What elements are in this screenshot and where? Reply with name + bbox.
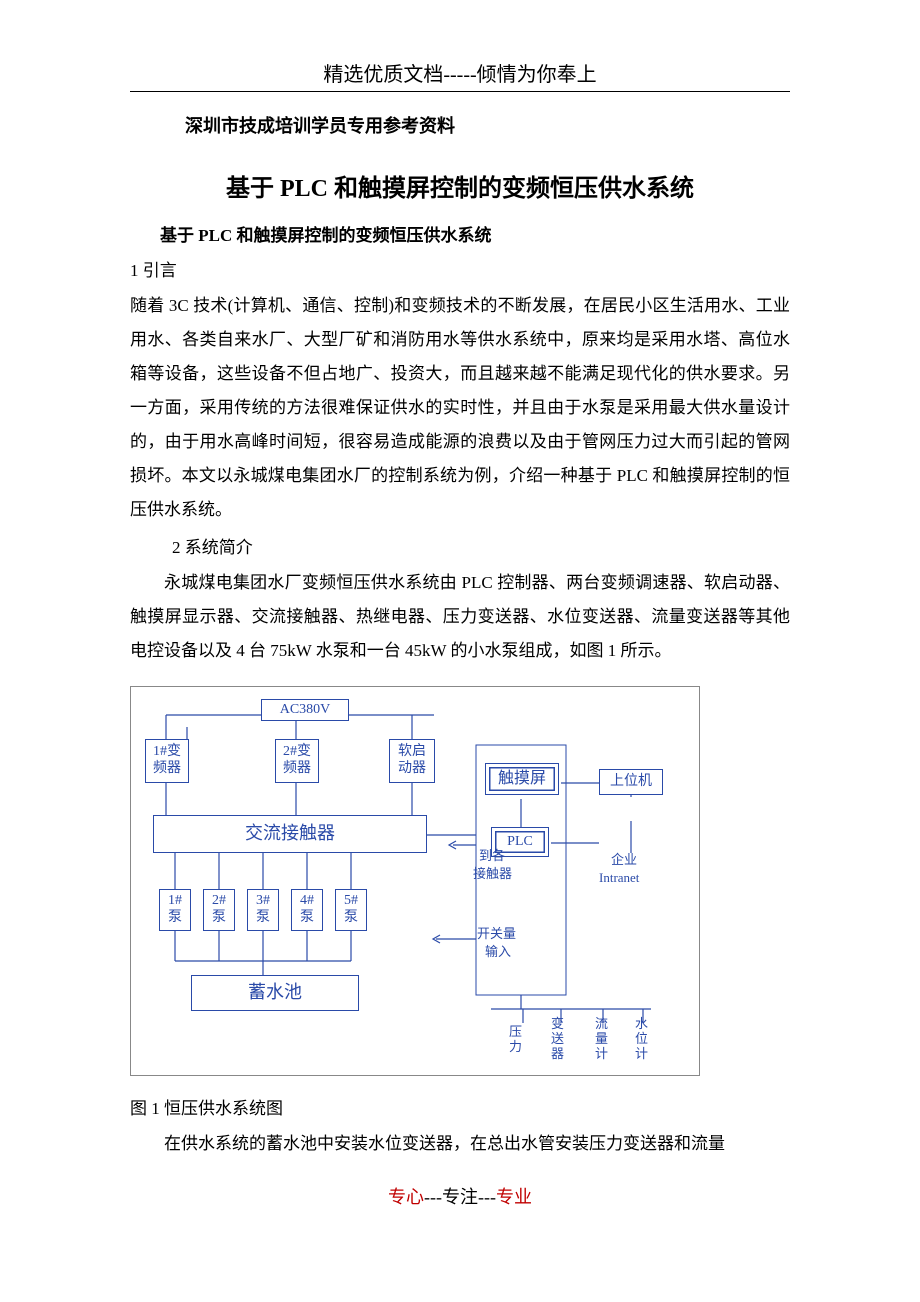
- label-pressure: 压 力: [509, 1025, 522, 1055]
- footer-mid: ---专注---: [424, 1187, 496, 1207]
- doc-subtitle: 基于 PLC 和触摸屏控制的变频恒压供水系统: [160, 221, 790, 246]
- label-flow: 流 量 计: [595, 1017, 608, 1062]
- label-switch-in-bot: 输入: [485, 945, 511, 960]
- node-contactor: 交流接触器: [153, 815, 427, 853]
- header-rule: [130, 91, 790, 92]
- figure-1: AC380V 1#变 频器 2#变 频器 软启 动器 交流接触器 1# 泵 2#…: [130, 686, 790, 1076]
- node-pump1: 1# 泵: [159, 889, 191, 931]
- section-1-heading: 1 引言: [130, 256, 790, 281]
- node-tank: 蓄水池: [191, 975, 359, 1011]
- page-footer: 专心---专注---专业: [130, 1183, 790, 1209]
- label-switch-in-top: 开关量: [477, 927, 516, 942]
- label-intranet-top: 企业: [611, 853, 637, 868]
- node-softstart: 软启 动器: [389, 739, 435, 783]
- node-vfd1: 1#变 频器: [145, 739, 189, 783]
- node-pump5: 5# 泵: [335, 889, 367, 931]
- label-transmitter: 变 送 器: [551, 1017, 564, 1062]
- node-touchscreen: 触摸屏: [485, 763, 559, 795]
- doc-title: 基于 PLC 和触摸屏控制的变频恒压供水系统: [130, 168, 790, 203]
- node-ac380v: AC380V: [261, 699, 349, 721]
- paragraph-1: 随着 3C 技术(计算机、通信、控制)和变频技术的不断发展，在居民小区生活用水、…: [130, 289, 790, 527]
- node-vfd2: 2#变 频器: [275, 739, 319, 783]
- label-level: 水 位 计: [635, 1017, 648, 1062]
- figure-1-caption: 图 1 恒压供水系统图: [130, 1094, 790, 1119]
- header-text: 精选优质文档-----倾情为你奉上: [323, 64, 596, 86]
- node-pump4: 4# 泵: [291, 889, 323, 931]
- section-2-heading: 2 系统简介: [172, 533, 790, 558]
- label-to-contactor-top: 到各: [479, 849, 505, 864]
- paragraph-2: 永城煤电集团水厂变频恒压供水系统由 PLC 控制器、两台变频调速器、软启动器、触…: [130, 566, 790, 668]
- node-pump3: 3# 泵: [247, 889, 279, 931]
- label-intranet-bot: Intranet: [599, 871, 639, 886]
- source-note: 深圳市技成培训学员专用参考资料: [185, 112, 790, 138]
- page: 精选优质文档-----倾情为你奉上 深圳市技成培训学员专用参考资料 基于 PLC…: [0, 0, 920, 1249]
- node-pump2: 2# 泵: [203, 889, 235, 931]
- label-to-contactor-bot: 接触器: [473, 867, 512, 882]
- paragraph-3: 在供水系统的蓄水池中安装水位变送器，在总出水管安装压力变送器和流量: [130, 1127, 790, 1161]
- footer-right: 专业: [496, 1187, 532, 1207]
- footer-left: 专心: [388, 1187, 424, 1207]
- system-diagram: AC380V 1#变 频器 2#变 频器 软启 动器 交流接触器 1# 泵 2#…: [130, 686, 700, 1076]
- page-header: 精选优质文档-----倾情为你奉上: [130, 58, 790, 87]
- node-host: 上位机: [599, 769, 663, 795]
